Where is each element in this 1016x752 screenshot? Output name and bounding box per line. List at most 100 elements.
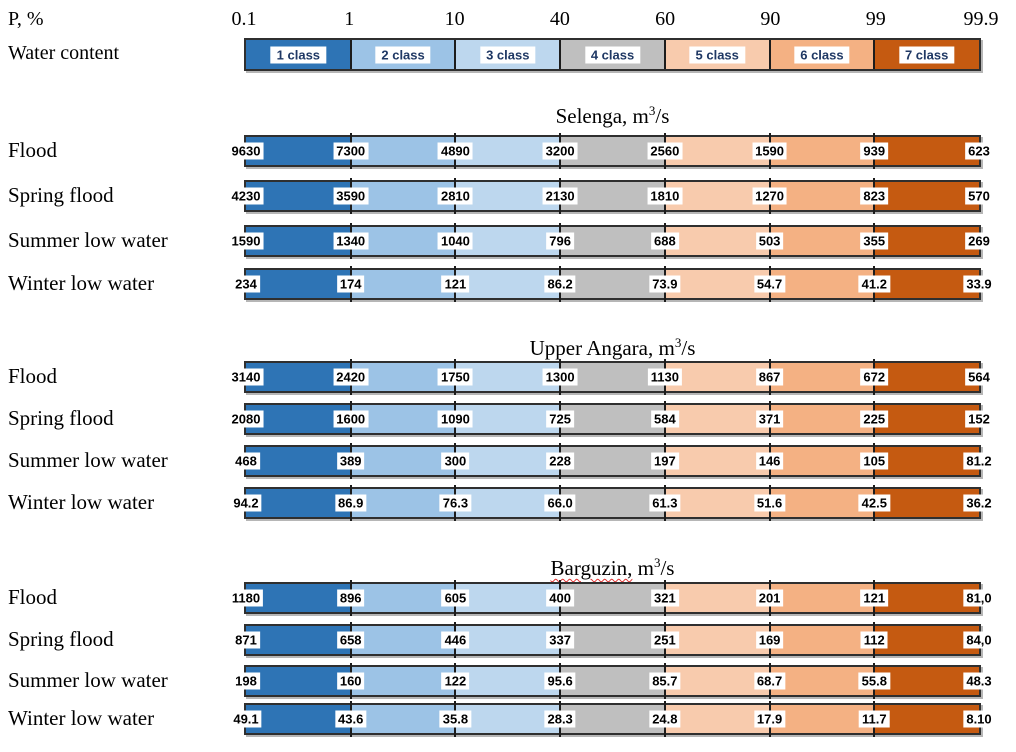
value-label: 49.1 [230,710,262,728]
legend-class-label: 7 class [898,46,955,63]
class-bar-segment [560,405,665,433]
class-bar: 49.1 43.6 35.8 28.3 24.8 17.9 11.7 8.10 [230,701,995,737]
water-content-legend: 1 class 2 class 3 class 4 class 5 class 6 cla… [244,38,981,71]
class-bar-segment [350,626,456,654]
legend-class-label: 2 class [375,46,431,63]
value-label: 1750 [437,368,473,386]
class-bar-segment [769,405,875,433]
value-label: 160 [336,672,365,690]
value-label: 1270 [752,187,788,205]
value-label: 251 [650,631,679,649]
class-bar-segment [769,584,875,612]
class-bar-segment [769,270,875,298]
class-bar-segment [350,270,456,298]
value-label: 81,0 [963,589,995,607]
value-label: 1340 [333,232,369,250]
class-bar: 871 658 446 337 251 169 112 84,0 [232,622,995,658]
probability-tick: 40 [549,8,570,30]
value-label: 95.6 [544,672,576,690]
value-label: 234 [232,275,260,293]
value-label: 337 [546,631,574,649]
class-bar: 198 160 122 95.6 85.7 68.7 55.8 48.3 [232,663,995,699]
row-label: Flood [8,364,58,388]
value-label: 54.7 [753,275,786,293]
value-label: 1590 [752,142,788,160]
legend-divider [663,40,666,69]
value-label: 4890 [437,142,473,160]
unit-suffix: /s [681,336,696,360]
legend-class-label: 5 class [689,46,745,63]
class-bar-segment [246,270,351,298]
value-label: 121 [860,589,889,607]
value-label: 81.2 [963,452,995,470]
class-bar-segment [874,182,980,210]
class-bar-segment [350,705,456,733]
class-bar-segment [350,447,456,475]
value-label: 41.2 [858,275,890,293]
river-name: Upper Angara, [529,336,654,360]
value-label: 146 [755,452,784,470]
value-label: 871 [232,631,260,649]
class-bar-segment [769,489,875,517]
value-label: 3200 [542,142,578,160]
class-bar-segment [874,137,980,165]
class-bar-segment [560,270,665,298]
value-label: 66.0 [544,494,576,512]
value-label: 605 [441,589,470,607]
value-label: 939 [860,142,889,160]
value-label: 48.3 [963,672,995,690]
value-label: 68.7 [753,672,786,690]
class-bar-segment [350,584,456,612]
probability-tick: 1 [344,8,355,30]
class-bar: 468 389 300 228 197 146 105 81.2 [232,443,995,479]
value-label: 468 [232,452,260,470]
row-label: Spring flood [8,627,114,651]
legend-divider [559,40,562,69]
value-label: 269 [965,232,993,250]
class-bar-segment [664,227,770,255]
value-label: 105 [860,452,889,470]
row-label: Spring flood [8,183,114,207]
class-bar-segment [560,447,665,475]
class-bar-segment [874,584,980,612]
class-bar-segment [246,489,351,517]
row-label: Summer low water [8,448,168,472]
value-label: 84,0 [963,631,995,649]
value-label: 1810 [647,187,683,205]
value-label: 2420 [333,368,369,386]
class-bar-segment [246,447,351,475]
value-label: 51.6 [753,494,786,512]
class-bar: 9630 7300 4890 3200 2560 1590 939 623 [228,133,993,169]
unit-prefix: m [632,556,654,580]
class-bar-segment [455,270,561,298]
class-bar-segment [560,626,665,654]
class-bar-segment [874,405,980,433]
value-label: 1090 [437,410,473,428]
probability-tick-row: 0.1 1 10 40 60 90 99 99.9 [232,8,999,32]
legend-class-label: 1 class [270,46,327,63]
class-bar-segment [246,626,351,654]
legend-divider [768,40,771,69]
value-label: 174 [336,275,365,293]
value-label: 355 [860,232,889,250]
legend-class-label: 4 class [584,46,641,63]
class-bar-segment [560,705,665,733]
class-bar-segment [769,626,875,654]
value-label: 28.3 [544,710,576,728]
value-label: 61.3 [649,494,681,512]
unit-prefix: m [627,104,649,128]
row-label: Summer low water [8,228,168,252]
value-label: 76.3 [439,494,472,512]
class-bar-segment [560,363,665,391]
river-name: Selenga, [555,104,628,128]
value-label: 896 [336,589,365,607]
class-bar-segment [455,584,561,612]
unit-superscript: 3 [648,103,656,118]
class-bar: 4230 3590 2810 2130 1810 1270 823 570 [228,178,993,214]
row-label: Winter low water [8,271,155,295]
value-label: 688 [650,232,679,250]
probability-tick: 90 [760,8,781,30]
value-label: 228 [546,452,574,470]
value-label: 658 [336,631,365,649]
value-label: 85.7 [649,672,681,690]
